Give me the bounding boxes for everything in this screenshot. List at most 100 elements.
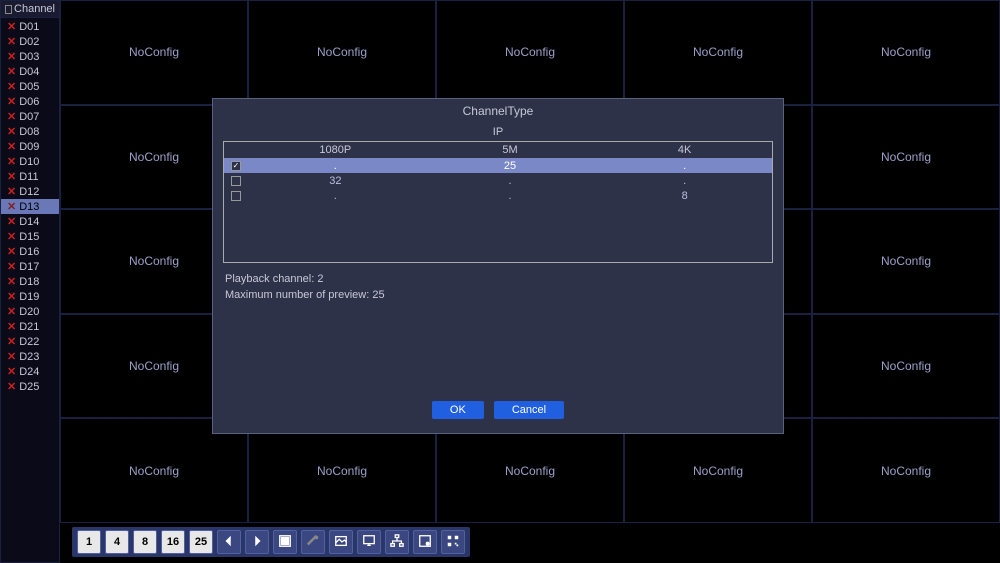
channel-item-d10[interactable]: ✕D10: [1, 154, 59, 169]
arrow-left-button[interactable]: [217, 530, 241, 554]
channel-item-d07[interactable]: ✕D07: [1, 109, 59, 124]
cell: .: [597, 175, 772, 187]
status-x-icon: ✕: [7, 320, 16, 333]
monitor-button[interactable]: [357, 530, 381, 554]
mic-button[interactable]: [301, 530, 325, 554]
ok-button[interactable]: OK: [432, 401, 484, 419]
checkbox[interactable]: [231, 176, 241, 186]
channel-item-d19[interactable]: ✕D19: [1, 289, 59, 304]
sidebar-header: Channel: [1, 1, 59, 18]
disk-icon: [418, 534, 432, 551]
table-row[interactable]: ..8: [224, 188, 772, 203]
grid-cell[interactable]: NoConfig: [812, 0, 1000, 105]
channel-item-d15[interactable]: ✕D15: [1, 229, 59, 244]
layout-8-button[interactable]: 8: [133, 530, 157, 554]
channel-label: D06: [19, 96, 39, 108]
channel-label: D13: [19, 201, 39, 213]
channel-label: D03: [19, 51, 39, 63]
channel-item-d20[interactable]: ✕D20: [1, 304, 59, 319]
table-row[interactable]: 32..: [224, 173, 772, 188]
grid-cell[interactable]: NoConfig: [248, 0, 436, 105]
arrow-right-button[interactable]: [245, 530, 269, 554]
channel-item-d01[interactable]: ✕D01: [1, 19, 59, 34]
fullscreen-icon: [278, 534, 292, 551]
channel-item-d17[interactable]: ✕D17: [1, 259, 59, 274]
channel-item-d11[interactable]: ✕D11: [1, 169, 59, 184]
channel-item-d16[interactable]: ✕D16: [1, 244, 59, 259]
status-x-icon: ✕: [7, 350, 16, 363]
channel-item-d02[interactable]: ✕D02: [1, 34, 59, 49]
channel-item-d12[interactable]: ✕D12: [1, 184, 59, 199]
toolbar: 1481625: [72, 527, 470, 557]
grid-cell[interactable]: NoConfig: [812, 105, 1000, 210]
layout-16-button[interactable]: 16: [161, 530, 185, 554]
monitor-icon: [362, 534, 376, 551]
channel-item-d22[interactable]: ✕D22: [1, 334, 59, 349]
status-x-icon: ✕: [7, 185, 16, 198]
grid-cell[interactable]: NoConfig: [436, 418, 624, 523]
channel-label: D05: [19, 81, 39, 93]
channel-item-d09[interactable]: ✕D09: [1, 139, 59, 154]
image-button[interactable]: [329, 530, 353, 554]
channel-item-d18[interactable]: ✕D18: [1, 274, 59, 289]
channel-item-d04[interactable]: ✕D04: [1, 64, 59, 79]
status-x-icon: ✕: [7, 20, 16, 33]
channel-label: D14: [19, 216, 39, 228]
channel-label: D24: [19, 366, 39, 378]
col-5m: 5M: [423, 142, 598, 158]
cell: 32: [248, 175, 423, 187]
status-x-icon: ✕: [7, 275, 16, 288]
channel-type-table: 1080P 5M 4K ✓.25.32....8: [223, 141, 773, 263]
channel-item-d21[interactable]: ✕D21: [1, 319, 59, 334]
cell: .: [423, 175, 598, 187]
channel-item-d06[interactable]: ✕D06: [1, 94, 59, 109]
status-x-icon: ✕: [7, 335, 16, 348]
cell: .: [423, 190, 598, 202]
qr-button[interactable]: [441, 530, 465, 554]
channel-label: D25: [19, 381, 39, 393]
checkbox[interactable]: [231, 191, 241, 201]
network-button[interactable]: [385, 530, 409, 554]
grid-cell[interactable]: NoConfig: [60, 418, 248, 523]
channel-item-d25[interactable]: ✕D25: [1, 379, 59, 394]
grid-cell[interactable]: NoConfig: [436, 0, 624, 105]
grid-cell[interactable]: NoConfig: [624, 418, 812, 523]
channel-label: D09: [19, 141, 39, 153]
fullscreen-button[interactable]: [273, 530, 297, 554]
status-x-icon: ✕: [7, 260, 16, 273]
grid-cell[interactable]: NoConfig: [812, 314, 1000, 419]
channel-label: D18: [19, 276, 39, 288]
grid-cell[interactable]: NoConfig: [624, 0, 812, 105]
dialog-title: ChannelType: [213, 99, 783, 123]
image-icon: [334, 534, 348, 551]
layout-4-button[interactable]: 4: [105, 530, 129, 554]
table-row[interactable]: ✓.25.: [224, 158, 772, 173]
channel-item-d24[interactable]: ✕D24: [1, 364, 59, 379]
cancel-button[interactable]: Cancel: [494, 401, 564, 419]
status-x-icon: ✕: [7, 140, 16, 153]
channel-item-d13[interactable]: ✕D13: [1, 199, 59, 214]
channel-label: D02: [19, 36, 39, 48]
channel-item-d14[interactable]: ✕D14: [1, 214, 59, 229]
channel-label: D15: [19, 231, 39, 243]
network-icon: [390, 534, 404, 551]
status-x-icon: ✕: [7, 380, 16, 393]
col-4k: 4K: [597, 142, 772, 158]
grid-cell[interactable]: NoConfig: [812, 418, 1000, 523]
channel-item-d23[interactable]: ✕D23: [1, 349, 59, 364]
channel-item-d05[interactable]: ✕D05: [1, 79, 59, 94]
channel-item-d03[interactable]: ✕D03: [1, 49, 59, 64]
channel-label: D01: [19, 21, 39, 33]
channel-label: D16: [19, 246, 39, 258]
grid-cell[interactable]: NoConfig: [248, 418, 436, 523]
checkbox[interactable]: ✓: [231, 161, 241, 171]
grid-cell[interactable]: NoConfig: [812, 209, 1000, 314]
table-header: 1080P 5M 4K: [224, 142, 772, 158]
channel-group-icon: [5, 5, 12, 14]
channel-item-d08[interactable]: ✕D08: [1, 124, 59, 139]
layout-1-button[interactable]: 1: [77, 530, 101, 554]
layout-25-button[interactable]: 25: [189, 530, 213, 554]
status-x-icon: ✕: [7, 305, 16, 318]
disk-button[interactable]: [413, 530, 437, 554]
grid-cell[interactable]: NoConfig: [60, 0, 248, 105]
